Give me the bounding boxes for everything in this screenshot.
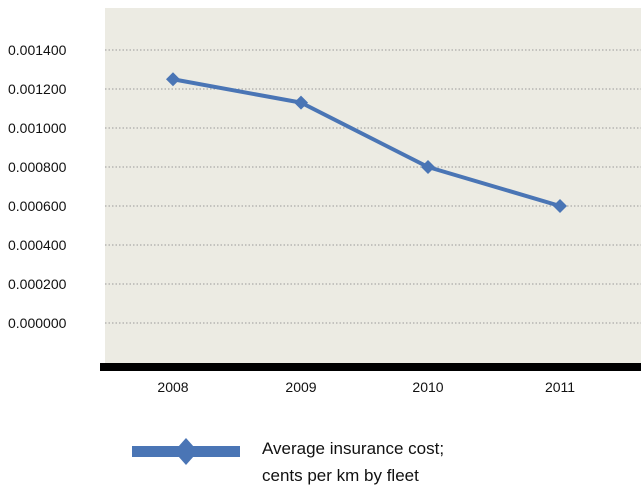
x-axis-bar xyxy=(100,363,641,371)
y-tick-label: 0.001200 xyxy=(8,81,67,97)
y-axis-tick-labels: 0.001400 0.001200 0.001000 0.000800 0.000600… xyxy=(8,42,67,331)
y-tick-label: 0.000200 xyxy=(8,276,67,292)
x-axis-tick-labels: 2008 2009 2010 2011 xyxy=(157,379,575,395)
legend: Average insurance cost; cents per km by … xyxy=(132,438,444,485)
y-tick-label: 0.001400 xyxy=(8,42,67,58)
y-tick-label: 0.000400 xyxy=(8,237,67,253)
x-tick-label: 2011 xyxy=(545,379,575,395)
series-markers xyxy=(166,72,567,213)
series-line xyxy=(172,77,561,208)
data-point-marker xyxy=(553,199,567,213)
y-tick-label: 0.001000 xyxy=(8,120,67,136)
data-point-marker xyxy=(294,95,308,110)
x-tick-label: 2009 xyxy=(285,379,316,395)
legend-swatch-marker xyxy=(174,438,198,465)
x-tick-label: 2010 xyxy=(412,379,443,395)
y-tick-label: 0.000000 xyxy=(8,315,67,331)
data-point-marker xyxy=(421,160,435,174)
legend-label-line-2: cents per km by fleet xyxy=(262,466,419,485)
plot-background xyxy=(105,8,641,365)
data-point-marker xyxy=(166,72,180,87)
x-tick-label: 2008 xyxy=(157,379,188,395)
y-tick-label: 0.000600 xyxy=(8,198,67,214)
legend-label-line-1: Average insurance cost; xyxy=(262,439,444,458)
y-tick-label: 0.000800 xyxy=(8,159,67,175)
